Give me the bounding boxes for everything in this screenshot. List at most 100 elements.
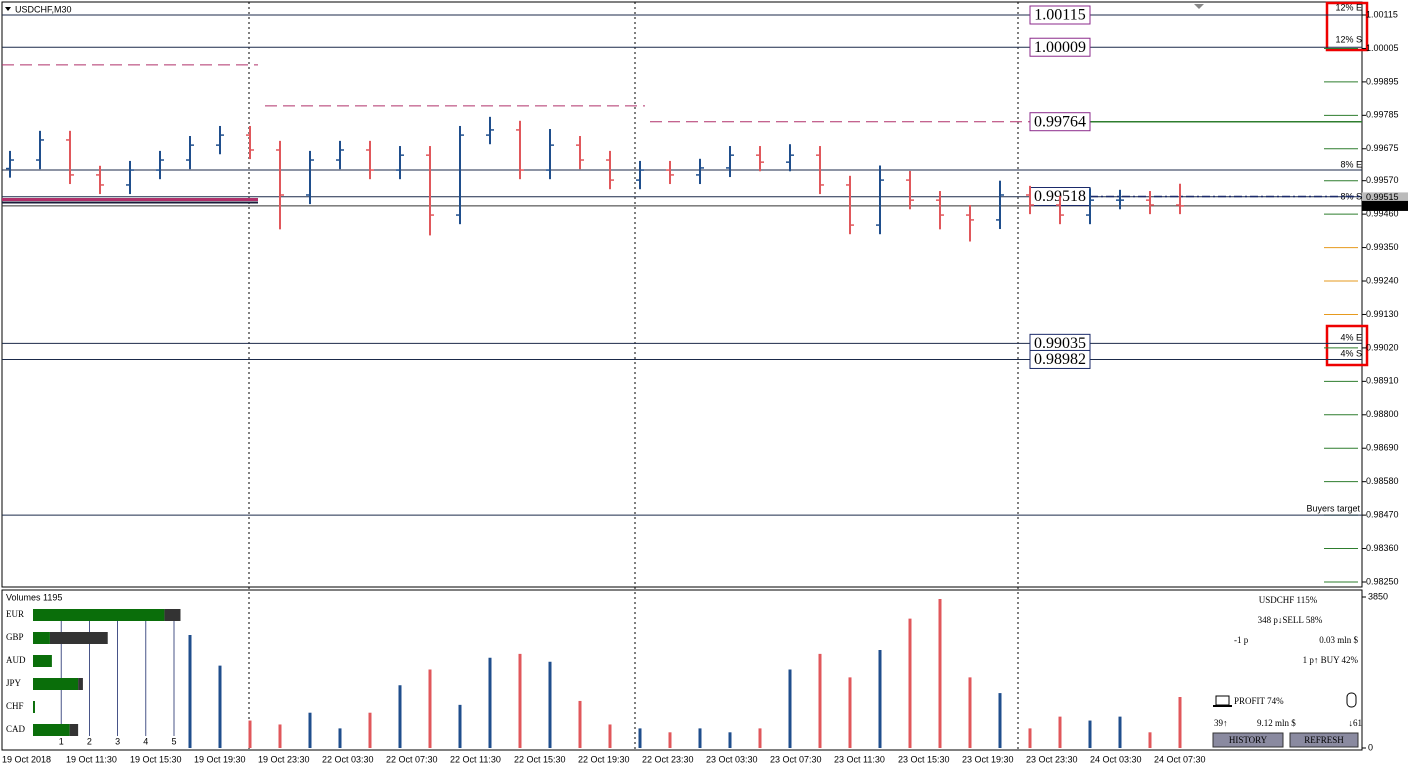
price-tag (1362, 192, 1408, 203)
zone-label: 4% E (1340, 332, 1362, 342)
level-box (1029, 37, 1091, 57)
level-label: 0.98982 (1034, 351, 1086, 368)
mouse-icon (1346, 692, 1357, 708)
y-tick-label: 0.99570 (1366, 175, 1399, 185)
x-tick-label: 22 Oct 07:30 (386, 754, 438, 764)
zone-label: 4% S (1340, 348, 1362, 358)
strength-bull (33, 609, 165, 621)
level-label: 1.00009 (1034, 39, 1086, 56)
x-tick-label: 24 Oct 07:30 (1154, 754, 1206, 764)
y-tick-label: 3850 (1368, 591, 1388, 601)
x-tick-label: 19 Oct 11:30 (66, 754, 117, 764)
x-tick-label: 22 Oct 23:30 (642, 754, 694, 764)
zone-label: 12% E (1335, 2, 1362, 12)
currency-label: AUD (6, 655, 26, 665)
strength-tick-label: 4 (143, 736, 148, 746)
y-tick-label: 0.98800 (1366, 409, 1399, 419)
zone-label: 8% E (1340, 159, 1362, 169)
zone-highlight (1325, 1, 1369, 52)
sell-volume: 0.03 mln $ (1319, 635, 1358, 645)
x-tick-label: 22 Oct 11:30 (450, 754, 501, 764)
price-frame (1, 1, 1363, 588)
strength-bull (33, 655, 52, 667)
y-tick-label: 0.99020 (1366, 342, 1399, 352)
strength-bull (33, 632, 50, 644)
currency-label: JPY (6, 678, 22, 688)
strength-bear (164, 609, 181, 621)
level-label: 1.00115 (1034, 7, 1085, 24)
currency-label: CHF (6, 701, 24, 711)
x-tick-label: 19 Oct 15:30 (130, 754, 182, 764)
y-tick-label: 0.99130 (1366, 309, 1399, 319)
strength-tick-label: 3 (115, 736, 120, 746)
x-tick-label: 22 Oct 19:30 (578, 754, 630, 764)
x-tick-label: 19 Oct 19:30 (194, 754, 246, 764)
pips: -1 p (1234, 635, 1249, 645)
x-tick-label: 19 Oct 23:30 (258, 754, 310, 764)
y-tick-label: 0.98910 (1366, 376, 1399, 386)
zone-label: 12% S (1335, 34, 1362, 44)
laptop-icon (1213, 705, 1232, 707)
history-button-label[interactable]: HISTORY (1229, 735, 1268, 745)
y-tick-label: 0.99460 (1366, 209, 1399, 219)
y-tick-label: 1.00115 (1366, 9, 1398, 19)
strength-bear (49, 632, 108, 644)
level-label: 0.99035 (1034, 335, 1086, 352)
y-tick-label: 0.98690 (1366, 443, 1399, 453)
buy-count: 39↑ (1214, 718, 1228, 728)
profit: PROFIT 74% (1234, 696, 1284, 706)
strength-bull (33, 701, 35, 713)
y-tick-label: 0.99350 (1366, 242, 1399, 252)
y-tick-label: 0.98250 (1366, 576, 1399, 586)
refresh-button-label[interactable]: REFRESH (1304, 735, 1344, 745)
strength-bear (69, 724, 79, 736)
zone-highlight (1325, 324, 1369, 367)
y-tick-label: 0.98470 (1366, 509, 1399, 519)
y-tick-label: 0.99785 (1366, 110, 1399, 120)
y-tick-label: 0.98580 (1366, 476, 1399, 486)
y-tick-label: 1.00005 (1366, 43, 1399, 53)
x-tick-label: 23 Oct 03:30 (706, 754, 758, 764)
strength-bull (33, 724, 70, 736)
buy-info: 1 p↑ BUY 42% (1303, 655, 1359, 665)
menu-arrow[interactable] (5, 7, 11, 11)
x-tick-label: 23 Oct 23:30 (1026, 754, 1078, 764)
strength-tick-label: 5 (171, 736, 176, 746)
level-label: 0.99764 (1034, 113, 1086, 130)
y-tick-label: 0.99675 (1366, 143, 1399, 153)
y-tick-label: 0.99240 (1366, 275, 1399, 285)
x-tick-label: 19 Oct 2018 (2, 754, 51, 764)
volume-title: Volumes 1195 (6, 592, 62, 602)
strength-tick-label: 1 (59, 736, 64, 746)
price-tag-label: 0.99487 (1366, 200, 1399, 210)
x-tick-label: 23 Oct 15:30 (898, 754, 950, 764)
price-tag-label: 0.99515 (1366, 192, 1399, 202)
y-tick-label: 0.98360 (1366, 543, 1399, 553)
x-tick-label: 23 Oct 11:30 (834, 754, 885, 764)
volume-frame (1, 589, 1363, 751)
level-box (1029, 5, 1091, 25)
currency-label: GBP (6, 632, 24, 642)
pair-strength: USDCHF 115% (1259, 595, 1318, 605)
y-tick-label: 0 (1368, 742, 1373, 752)
currency-label: CAD (6, 724, 26, 734)
x-tick-label: 24 Oct 03:30 (1090, 754, 1142, 764)
strength-bull (33, 678, 79, 690)
refresh-button[interactable] (1289, 732, 1359, 748)
level-label: Buyers target (1306, 503, 1360, 513)
x-tick-label: 23 Oct 19:30 (962, 754, 1014, 764)
history-button[interactable] (1212, 732, 1284, 748)
x-tick-label: 22 Oct 15:30 (514, 754, 566, 764)
scroll-arrow[interactable] (1194, 4, 1204, 9)
sell-info: 348 p↓SELL 58% (1258, 615, 1323, 625)
y-tick-label: 0.99895 (1366, 76, 1399, 86)
x-tick-label: 22 Oct 03:30 (322, 754, 374, 764)
level-box (1029, 349, 1091, 369)
x-tick-label: 23 Oct 07:30 (770, 754, 822, 764)
strength-bear (78, 678, 83, 690)
chart-title: USDCHF,M30 (15, 4, 72, 14)
total-volume: 9.12 mln $ (1257, 718, 1296, 728)
level-box (1029, 112, 1091, 132)
